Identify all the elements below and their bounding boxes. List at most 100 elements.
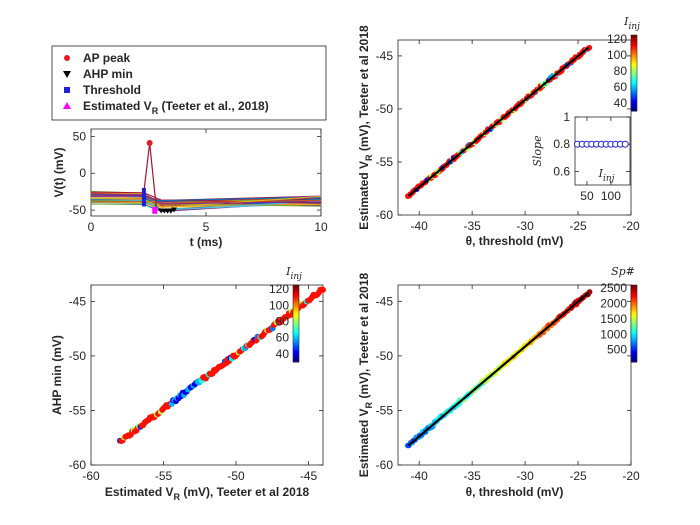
colorbar-tick-label: 40: [276, 347, 290, 361]
colorbar-swatch: [631, 95, 637, 99]
colorbar-swatch: [631, 319, 637, 323]
legend-box: [51, 45, 327, 121]
y-tick-label: -50: [69, 349, 87, 363]
y-tick-label: -60: [376, 458, 394, 472]
colorbar-swatch: [631, 344, 637, 348]
colorbar-swatch: [631, 63, 637, 66]
colorbar-swatch: [631, 107, 637, 110]
colorbar-swatch: [631, 360, 637, 363]
colorbar-title: Iinj: [623, 15, 640, 32]
colorbar-swatch: [293, 308, 299, 311]
colorbar-swatch: [631, 40, 637, 44]
colorbar-swatch: [293, 304, 299, 307]
colorbar-swatch: [293, 306, 299, 309]
y-axis-label: V(t) (mV): [52, 148, 66, 198]
colorbar-swatch: [631, 36, 637, 40]
colorbar-swatch: [631, 65, 637, 68]
x-tick-label: -50: [227, 469, 245, 483]
colorbar-swatch: [631, 286, 637, 290]
colorbar-swatch: [631, 84, 637, 87]
ahp-min-marker: [167, 208, 174, 214]
y-tick-label: -55: [69, 403, 87, 417]
colorbar-swatch: [293, 360, 299, 363]
colorbar-swatch: [293, 352, 299, 355]
y-tick-label: -55: [376, 403, 394, 417]
colorbar-swatch: [293, 335, 299, 338]
x-tick-label: 5: [203, 220, 210, 234]
colorbar-swatch: [293, 288, 299, 292]
colorbar-swatch: [631, 350, 637, 353]
colorbar-swatch: [631, 101, 637, 104]
colorbar-swatch: [631, 317, 637, 321]
y-tick-label: -50: [376, 102, 394, 116]
colorbar-swatch: [293, 338, 299, 342]
colorbar-tick-label: 100: [607, 48, 627, 62]
colorbar-swatch: [631, 288, 637, 292]
y-tick-label: -45: [376, 49, 394, 63]
x-tick-label: -20: [622, 469, 640, 483]
colorbar-swatch: [631, 76, 637, 80]
colorbar-swatch: [631, 311, 637, 315]
voltage-trace: [90, 195, 322, 209]
vr-vs-ahp-panel: -60 -55 -50 -45 -60 -55 -50 -45 Estimated VR (mV…: [50, 284, 326, 502]
colorbar-swatch: [631, 310, 637, 313]
x-tick-label: -35: [463, 219, 481, 233]
inset-x-label: Iinj: [598, 167, 615, 184]
colorbar-tick-label: 40: [614, 96, 628, 110]
legend-marker-circle: [64, 55, 70, 61]
colorbar-tick-label: 80: [614, 64, 628, 78]
colorbar-swatch: [631, 54, 637, 57]
colorbar-swatch: [631, 313, 637, 317]
colorbar-tick-label: 60: [276, 331, 290, 345]
colorbar-swatch: [631, 103, 637, 106]
slope-point: [621, 140, 629, 148]
voltage-trace: [90, 196, 322, 202]
colorbar-swatch: [631, 48, 637, 51]
colorbar-swatch: [631, 302, 637, 305]
legend-marker-square: [64, 87, 70, 93]
x-axis-label: θ, threshold (mV): [466, 485, 564, 499]
colorbar-swatch: [631, 358, 637, 361]
colorbar-swatch: [631, 92, 637, 95]
colorbar-swatch: [293, 296, 299, 299]
x-tick-label: -30: [516, 219, 534, 233]
colorbar-swatch: [631, 59, 637, 63]
colorbar-swatch: [631, 325, 637, 328]
x-tick-label: -40: [411, 469, 429, 483]
colorbar-tick-label: 2000: [600, 296, 627, 310]
colorbar-swatch: [293, 292, 299, 296]
colorbar-swatch: [631, 338, 637, 342]
inset-y-label: Slope: [531, 135, 544, 167]
colorbar-swatch: [631, 74, 637, 78]
colorbar-swatch: [631, 109, 637, 112]
colorbar-swatch: [293, 315, 299, 319]
legend-label: Threshold: [83, 83, 141, 97]
colorbar-swatch: [631, 38, 637, 42]
x-axis-label: θ, threshold (mV): [466, 234, 564, 248]
colorbar-swatch: [631, 298, 637, 301]
plot-frame: [397, 284, 632, 466]
colorbar-swatch: [631, 73, 637, 76]
colorbar-swatch: [631, 90, 637, 93]
colorbar-frame: [630, 34, 638, 112]
colorbar-swatch: [293, 285, 299, 288]
colorbar-swatch: [293, 294, 299, 298]
colorbar-swatch: [293, 358, 299, 361]
colorbar-swatch: [631, 67, 637, 70]
colorbar-tick-label: 80: [276, 314, 290, 328]
colorbar-swatch: [293, 344, 299, 348]
colorbar-swatch: [293, 298, 299, 301]
y-axis-label: Estimated VR (mV), Teeter et al 2018: [357, 25, 374, 230]
colorbar-swatch: [293, 333, 299, 336]
colorbar-swatch: [631, 300, 637, 303]
x-tick-label: -40: [411, 219, 429, 233]
colorbar-swatch: [631, 57, 637, 61]
colorbar-swatch: [293, 356, 299, 359]
y-tick-label: 1: [563, 110, 570, 124]
legend-marker-triangle-up: [63, 102, 71, 109]
colorbar-swatch: [293, 313, 299, 317]
colorbar-frame: [630, 284, 638, 363]
colorbar-tick-label: 120: [269, 282, 289, 296]
colorbar-swatch: [631, 348, 637, 351]
colorbar-swatch: [631, 71, 637, 74]
